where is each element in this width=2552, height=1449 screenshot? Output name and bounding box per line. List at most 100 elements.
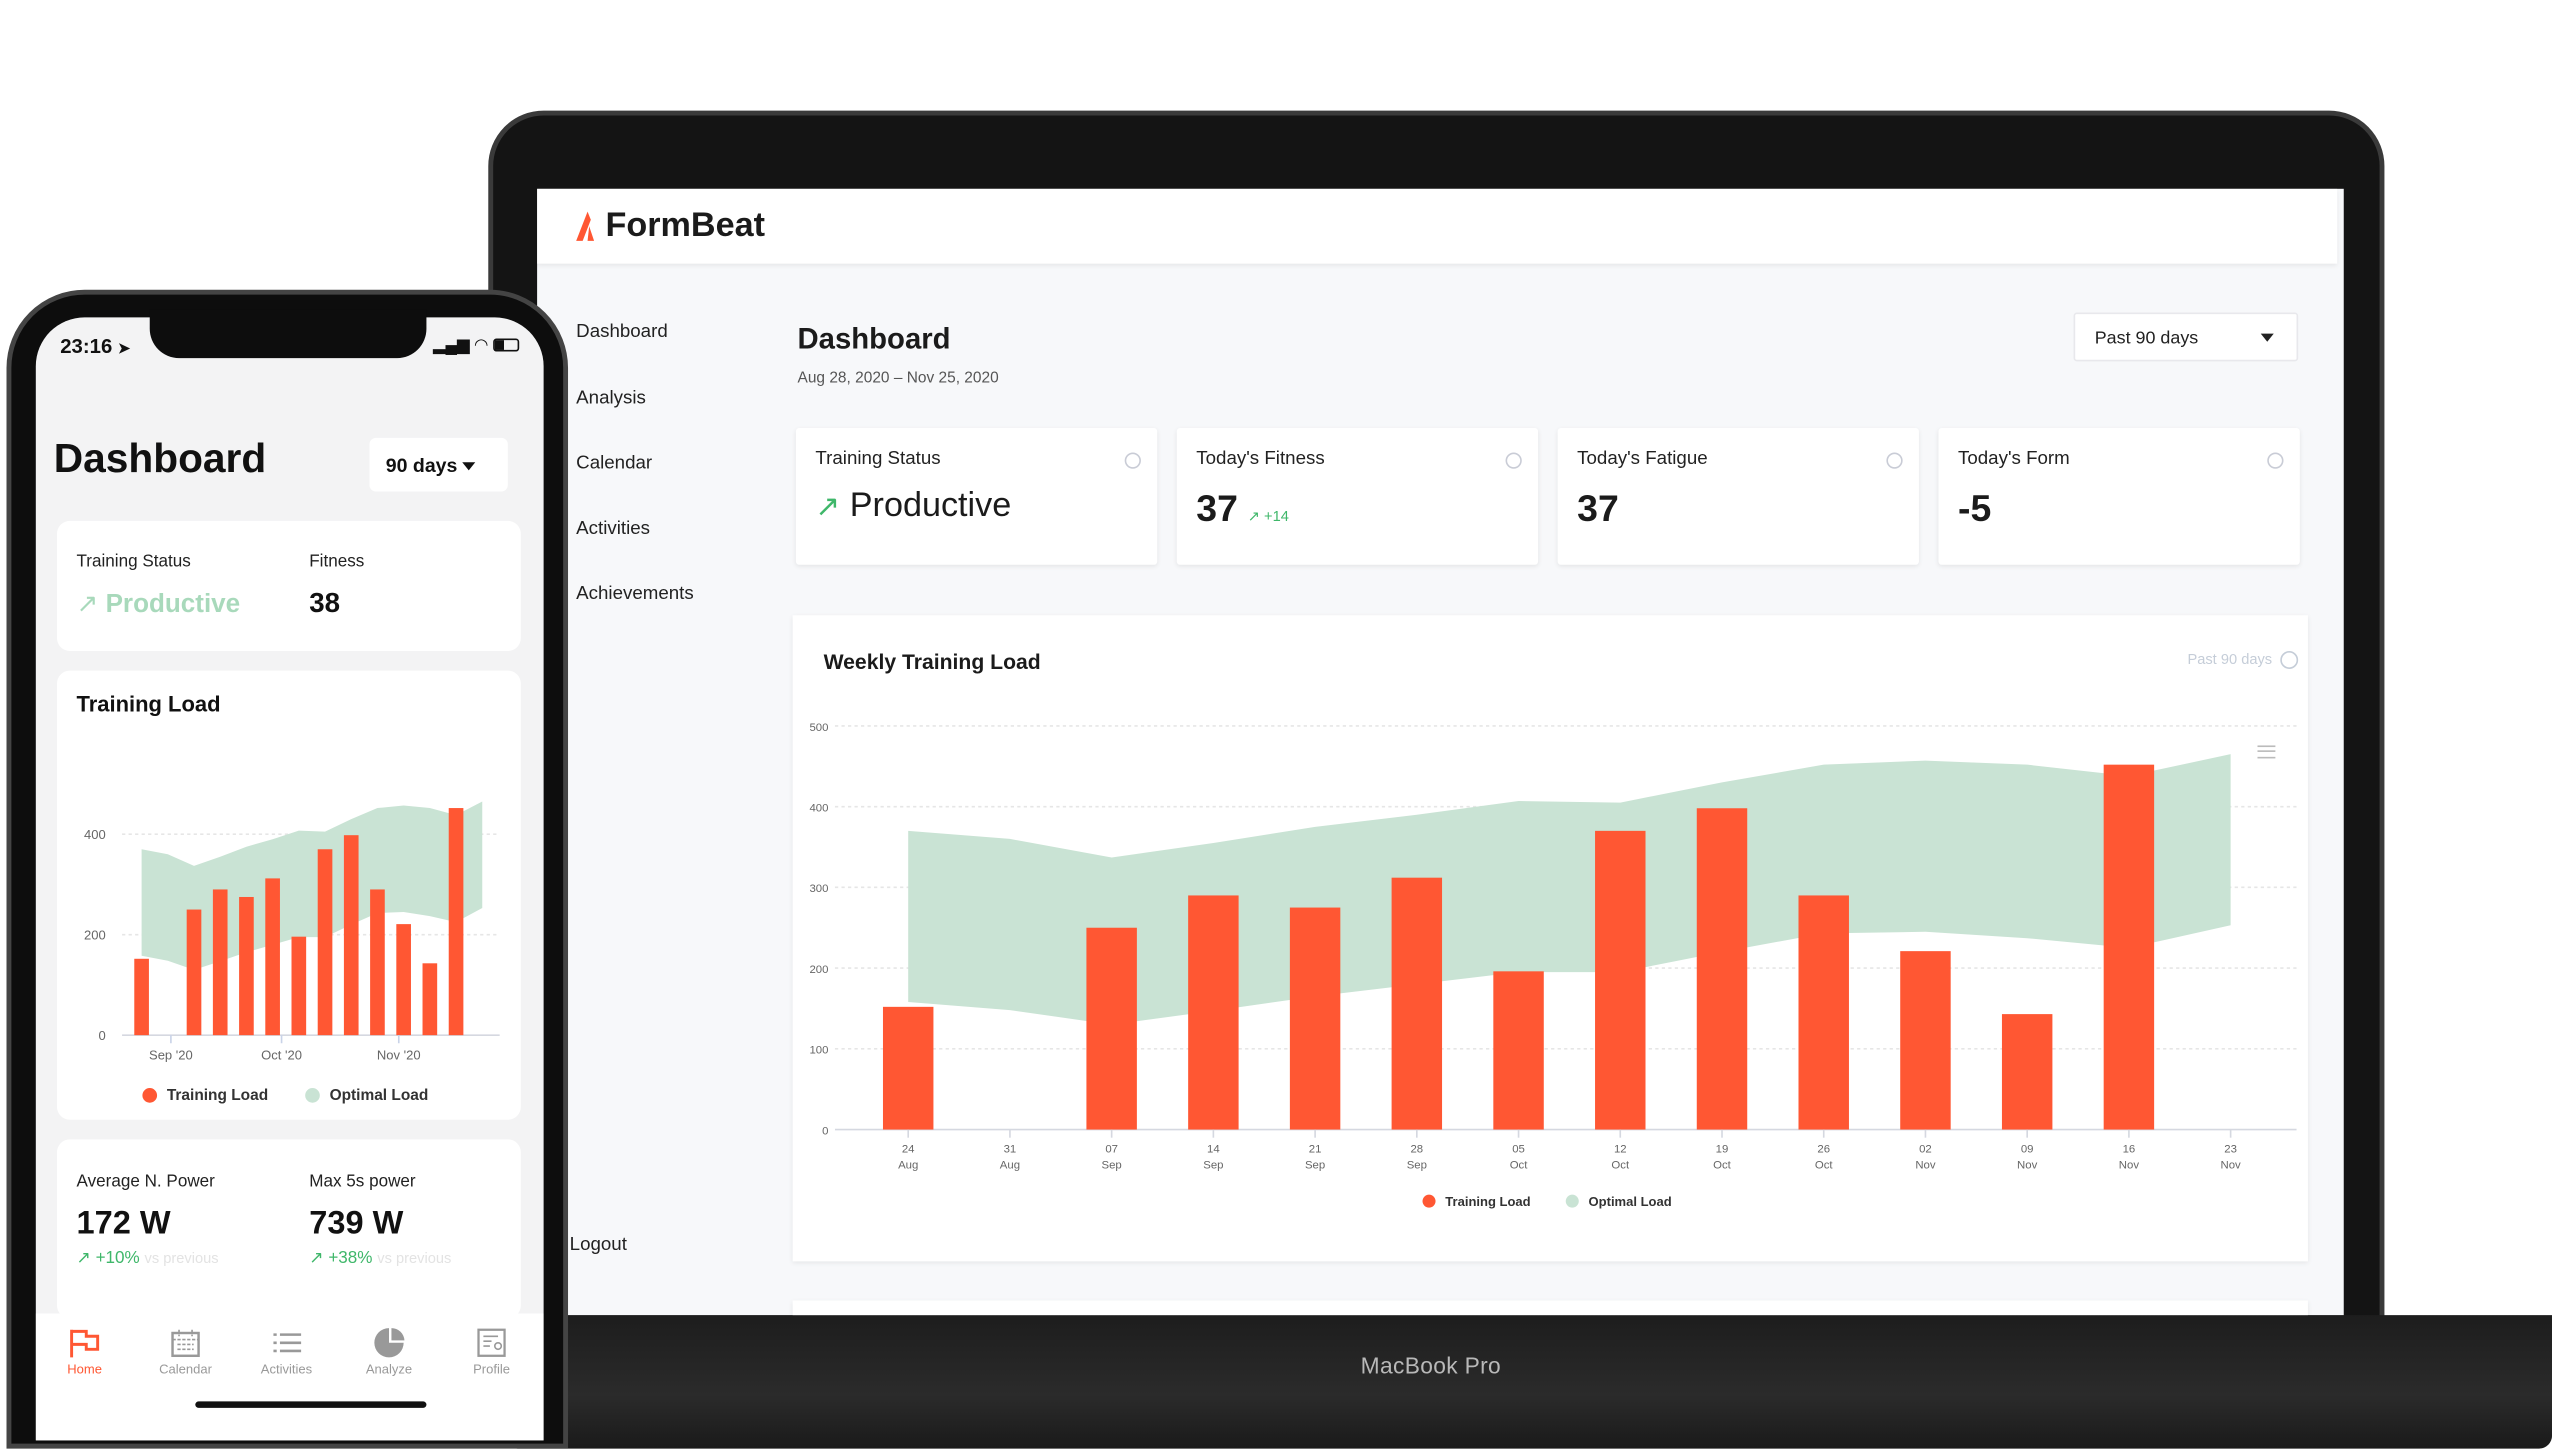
flag-icon [70,1329,100,1358]
training-load-bar [265,878,280,1036]
training-load-bar [212,889,228,1036]
calendar-icon [171,1329,200,1358]
power-delta: +38% [328,1248,373,1268]
date-range: Aug 28, 2020 – Nov 25, 2020 [797,369,999,388]
training-load-bar [2001,1014,2053,1130]
training-load-legend-marker [1422,1194,1436,1208]
training-load-bar [1798,895,1849,1130]
info-icon[interactable] [2280,651,2299,669]
x-tick-label: 02 [1919,1143,1932,1155]
phone-screen: 23:16 ➤ ▂▄▆ ◠ Dashboard 90 days Training… [35,317,544,1441]
training-load-bar [882,1006,934,1130]
tab-bar: Home Calendar Activities Analyze Profile [35,1313,544,1441]
y-tick-label: 0 [822,1125,828,1137]
x-tick-label: Sep [1305,1160,1325,1172]
list-icon [273,1333,302,1353]
training-load-chart: 0 200 400 Sep '20 Oct '20 Nov '20 Training Loa… [84,801,500,1104]
status-card: Training Status ↗ Productive Fitness 38 [56,520,521,652]
x-tick-label: Sep [1203,1160,1223,1172]
tab-label: Activities [260,1362,313,1377]
x-tick-label: Sep '20 [149,1048,193,1063]
info-icon[interactable] [1505,452,1522,469]
tab-home[interactable]: Home [36,1326,134,1377]
x-tick-label: Nov [2221,1160,2242,1172]
sidebar-item-achievements[interactable]: Achievements [576,584,694,604]
y-tick-label: 300 [809,883,828,895]
x-tick-label: Nov '20 [377,1048,421,1063]
x-tick-label: 07 [1105,1143,1118,1155]
trend-up-icon: ↗ [815,489,840,523]
trend-up-icon: ↗ [309,1248,329,1268]
training-load-bar [1289,907,1341,1130]
fitness-label: Fitness [309,551,365,572]
x-tick-label: Sep [1102,1160,1122,1172]
training-load-bar [186,909,202,1036]
chart-menu-icon[interactable] [2257,745,2276,759]
device-label: MacBook Pro [1360,1352,1502,1379]
training-load-bar [291,936,307,1036]
pie-icon [374,1328,405,1358]
x-tick-label: Oct '20 [261,1048,302,1063]
power-label: Max 5s power [309,1171,416,1192]
weekly-training-load-card: Weekly Training Load Past 90 days 0 100 20… [792,615,2308,1262]
tab-activities[interactable]: Activities [238,1326,336,1377]
logout-link[interactable]: Logout [569,1235,627,1255]
y-tick-label: 400 [809,803,828,815]
chart-title: Weekly Training Load [823,649,1041,674]
period-select[interactable]: 90 days [369,437,508,492]
x-tick-label: Oct [1713,1160,1732,1172]
training-load-bar [396,924,411,1036]
brand-logo[interactable]: FormBeat [573,207,765,246]
x-tick-label: 16 [2123,1143,2136,1155]
x-tick-label: Oct [1510,1160,1529,1172]
x-tick-label: Aug [898,1160,918,1172]
x-tick-label: Nov [2119,1160,2140,1172]
sidebar-item-calendar[interactable]: Calendar [576,454,653,474]
trend-up-icon: ↗ [1247,507,1265,525]
tab-analyze[interactable]: Analyze [340,1326,438,1377]
x-tick-label: 19 [1716,1143,1729,1155]
period-select[interactable]: Past 90 days [2073,312,2299,362]
power-suffix: vs previous [144,1249,219,1267]
phone-notch [149,309,427,359]
home-indicator[interactable] [195,1401,427,1408]
battery-icon [492,339,519,353]
training-load-legend-marker [142,1088,158,1103]
period-select-value: 90 days [385,454,458,477]
status-label: Training Status [76,551,191,572]
kpi-training-status: Training Status ↗ Productive [795,428,1158,565]
info-icon[interactable] [2267,452,2284,469]
y-tick-label: 500 [809,722,828,734]
x-tick-label: 12 [1614,1143,1627,1155]
x-tick-label: 28 [1410,1143,1423,1155]
weekly-training-load-chart: 0 100 200 300 400 500 24 Aug 31 Aug 07 Sep 14 Sep 21 Se… [809,722,2297,1209]
training-load-bar [1493,971,1544,1130]
kpi-form: Today's Form -5 [1938,428,2300,565]
sidebar-item-activities[interactable]: Activities [576,519,651,539]
tab-label: Profile [473,1362,510,1377]
app-header: FormBeat [537,188,2338,264]
kpi-label: Today's Form [1958,449,2070,469]
profile-icon [477,1328,506,1357]
info-icon[interactable] [1886,452,1903,469]
tab-calendar[interactable]: Calendar [137,1326,235,1377]
sidebar-item-dashboard[interactable]: Dashboard [576,322,668,342]
status-value: Productive [105,590,241,619]
status-icons: ▂▄▆ ◠ [433,337,519,355]
signal-icon: ▂▄▆ [432,336,470,355]
x-tick-label: 26 [1817,1143,1830,1155]
brand-name: FormBeat [605,206,766,245]
training-load-bar [370,889,385,1036]
tab-profile[interactable]: Profile [443,1326,541,1377]
wifi-icon: ◠ [474,336,489,355]
training-load-bar [1188,895,1239,1130]
laptop-screen: FormBeat Dashboard Analysis Calendar Act… [537,188,2344,1316]
legend-label: Optimal Load [330,1087,429,1104]
x-tick-label: 31 [1004,1143,1017,1155]
sidebar-item-analysis[interactable]: Analysis [576,388,646,409]
training-load-bar [134,958,149,1036]
page-title: Dashboard [53,436,267,482]
x-tick-label: Nov [1915,1160,1936,1172]
info-icon[interactable] [1124,452,1141,469]
status-time: 23:16 [60,335,113,359]
